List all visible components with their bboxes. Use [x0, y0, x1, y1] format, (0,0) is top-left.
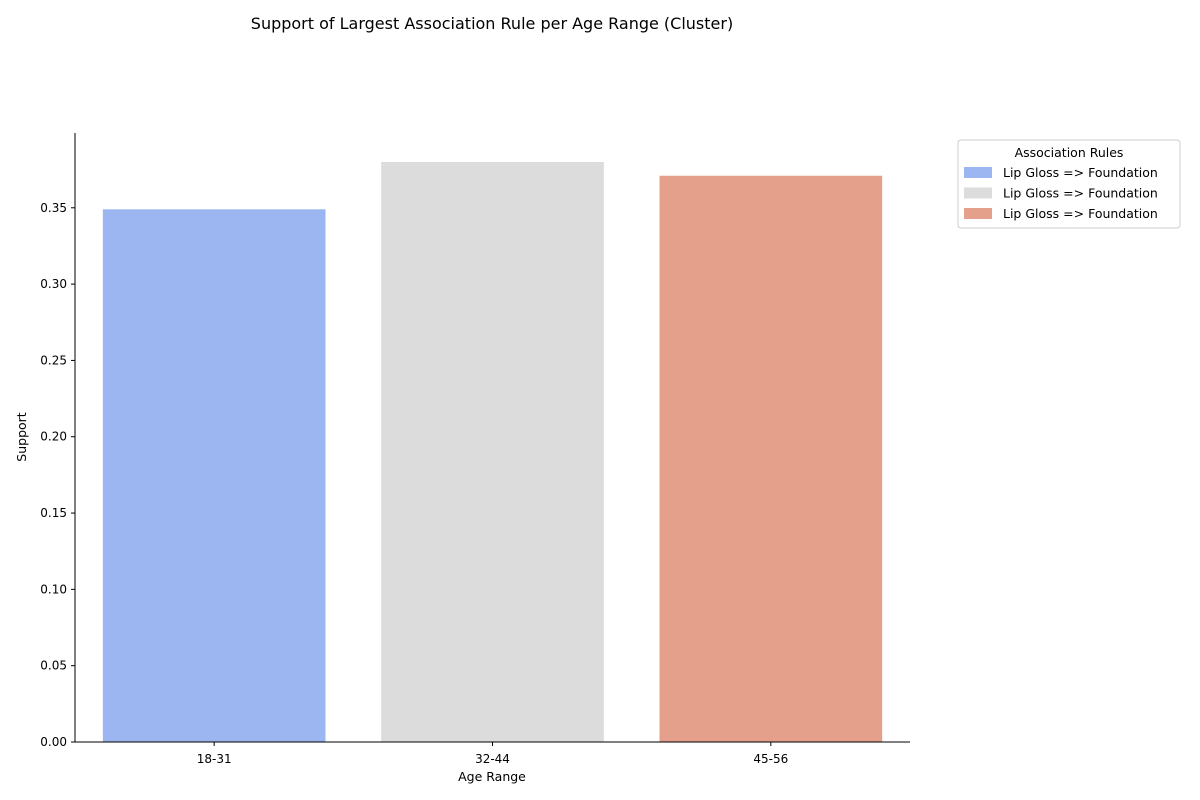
- bar-45-56: [659, 175, 883, 743]
- x-axis-label: Age Range: [458, 769, 526, 784]
- y-tick-label: 0.25: [40, 353, 67, 367]
- legend-swatch: [964, 208, 992, 219]
- y-tick-label: 0.05: [40, 659, 67, 673]
- y-axis-ticks: 0.00 0.05 0.10 0.15 0.20 0.25 0.30 0.35: [40, 201, 75, 749]
- y-tick-label: 0.20: [40, 430, 67, 444]
- chart-title: Support of Largest Association Rule per …: [251, 14, 733, 33]
- legend-entries: Lip Gloss => Foundation Lip Gloss => Foun…: [964, 165, 1158, 221]
- legend-entry-label: Lip Gloss => Foundation: [1003, 186, 1158, 201]
- x-tick-label: 32-44: [475, 752, 510, 766]
- y-tick-label: 0.00: [40, 735, 67, 749]
- y-tick-label: 0.35: [40, 201, 67, 215]
- y-tick-label: 0.30: [40, 277, 67, 291]
- bar-32-44: [381, 162, 604, 742]
- y-axis-label: Support: [14, 412, 29, 462]
- legend-title: Association Rules: [1015, 145, 1124, 160]
- legend-entry-label: Lip Gloss => Foundation: [1003, 206, 1158, 221]
- legend-box: [957, 139, 1181, 229]
- bar-18-31: [102, 209, 326, 742]
- legend: Association Rules Lip Gloss => Foundatio…: [957, 139, 1181, 229]
- legend-entry-label: Lip Gloss => Foundation: [1003, 165, 1158, 180]
- x-tick-label: 18-31: [197, 752, 232, 766]
- y-tick-label: 0.10: [40, 582, 67, 596]
- bars-group: [102, 162, 883, 743]
- legend-swatch: [964, 167, 992, 178]
- legend-swatch: [964, 187, 992, 199]
- x-tick-label: 45-56: [753, 752, 788, 766]
- y-tick-label: 0.15: [40, 506, 67, 520]
- x-axis-ticks: 18-31 32-44 45-56: [197, 742, 788, 766]
